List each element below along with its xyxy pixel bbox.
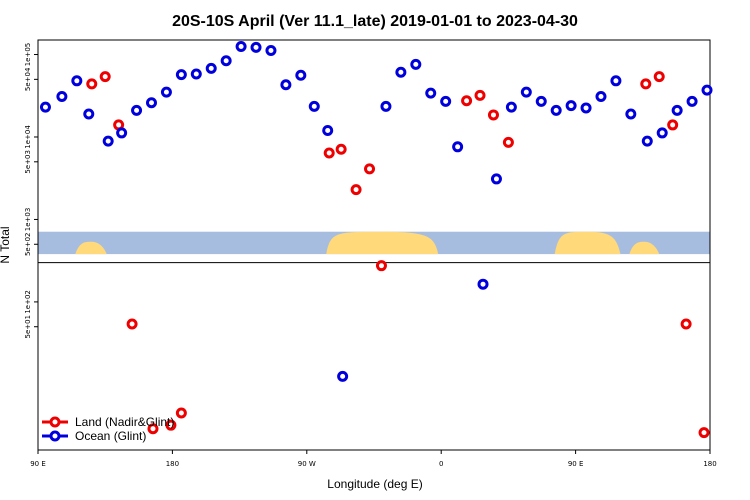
- ocean-point: [505, 101, 517, 113]
- chart-title: 20S-10S April (Ver 11.1_late) 2019-01-01…: [172, 13, 578, 30]
- ocean-point: [580, 102, 592, 114]
- land-point: [175, 407, 187, 419]
- land-point: [461, 95, 473, 107]
- legend-label: Ocean (Glint): [75, 429, 146, 443]
- x-tick-label: 90 W: [298, 460, 316, 468]
- ocean-point: [308, 100, 320, 112]
- land-point: [147, 423, 159, 435]
- y-tick-label: 1e+03: [24, 208, 32, 232]
- ocean-point: [440, 95, 452, 107]
- y-tick-label: 1e+04: [24, 125, 32, 149]
- ocean-point: [220, 55, 232, 67]
- ocean-point: [550, 104, 562, 116]
- ocean-point: [175, 69, 187, 81]
- ocean-point: [686, 95, 698, 107]
- x-axis: 90 E 180 90 W 0 90 E 180: [30, 450, 717, 468]
- ocean-point: [235, 41, 247, 53]
- ocean-point: [656, 127, 668, 139]
- ocean-point: [250, 41, 262, 53]
- land-point: [350, 184, 362, 196]
- ocean-point: [205, 62, 217, 74]
- land-point: [126, 318, 138, 330]
- land-point: [375, 260, 387, 272]
- land-shape: [326, 231, 439, 255]
- ocean-series: [39, 41, 713, 382]
- x-tick-label: 180: [703, 460, 716, 468]
- y-axis-label: N Total: [0, 226, 12, 263]
- x-tick-label: 90 E: [568, 460, 584, 468]
- land-point: [364, 163, 376, 175]
- ocean-point: [131, 104, 143, 116]
- y-tick-label: 1e+05: [24, 43, 32, 67]
- legend-label: Land (Nadir&Glint): [75, 415, 174, 429]
- ocean-point: [701, 84, 713, 96]
- plot-frame: [37, 39, 711, 451]
- ocean-point: [425, 87, 437, 99]
- y-tick-label: 5e+02: [24, 232, 32, 256]
- ocean-point: [280, 79, 292, 91]
- land-shape: [629, 241, 660, 255]
- land-point: [640, 78, 652, 90]
- ocean-point: [641, 135, 653, 147]
- land-point: [165, 419, 177, 431]
- ocean-point: [190, 68, 202, 80]
- ocean-point: [671, 104, 683, 116]
- land-shape: [75, 241, 107, 255]
- x-axis-label: Longitude (deg E): [327, 477, 422, 491]
- legend: Land (Nadir&Glint)Ocean (Glint): [42, 415, 174, 443]
- y-tick-label: 5e+04: [24, 67, 32, 91]
- ocean-point: [337, 370, 349, 382]
- land-point: [667, 119, 679, 131]
- land-series: [86, 71, 710, 439]
- land-point: [474, 89, 486, 101]
- y-tick-label: 5e+01: [24, 315, 32, 339]
- x-tick-label: 180: [166, 460, 179, 468]
- ocean-point: [625, 108, 637, 120]
- land-point: [335, 143, 347, 155]
- ocean-point: [160, 86, 172, 98]
- x-tick-label: 0: [439, 460, 443, 468]
- ocean-point: [477, 278, 489, 290]
- ocean-point: [145, 97, 157, 109]
- ocean-point: [83, 108, 95, 120]
- land-point: [502, 136, 514, 148]
- land-shape: [554, 231, 621, 255]
- land-point: [86, 78, 98, 90]
- land-point: [680, 318, 692, 330]
- ocean-point: [395, 66, 407, 78]
- data-points: [39, 41, 713, 439]
- ocean-point: [410, 58, 422, 70]
- ocean-point: [116, 127, 128, 139]
- ocean-point: [595, 90, 607, 102]
- y-tick-label: 5e+03: [24, 150, 32, 174]
- ocean-point: [39, 101, 51, 113]
- ocean-point: [322, 124, 334, 136]
- ocean-point: [71, 75, 83, 87]
- ocean-point: [520, 86, 532, 98]
- ocean-point: [56, 90, 68, 102]
- land-point: [323, 147, 335, 159]
- land-point: [487, 109, 499, 121]
- land-point: [698, 427, 710, 439]
- ocean-point: [102, 135, 114, 147]
- ocean-point: [380, 100, 392, 112]
- land-point: [99, 71, 111, 83]
- ocean-point: [295, 69, 307, 81]
- ocean-point: [535, 95, 547, 107]
- ocean-point: [265, 44, 277, 56]
- ocean-point: [490, 173, 502, 185]
- land-sea-band: [38, 231, 710, 255]
- ocean-point: [452, 141, 464, 153]
- y-tick-label: 1e+02: [24, 290, 32, 314]
- x-tick-label: 90 E: [30, 460, 46, 468]
- ocean-point: [610, 75, 622, 87]
- ocean-point: [565, 100, 577, 112]
- legend-marker: [49, 430, 61, 442]
- legend-marker: [49, 416, 61, 428]
- land-point: [653, 71, 665, 83]
